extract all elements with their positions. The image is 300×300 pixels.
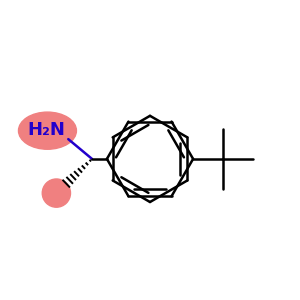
Ellipse shape	[42, 179, 70, 207]
Text: H₂N: H₂N	[27, 121, 65, 139]
Ellipse shape	[19, 112, 76, 149]
